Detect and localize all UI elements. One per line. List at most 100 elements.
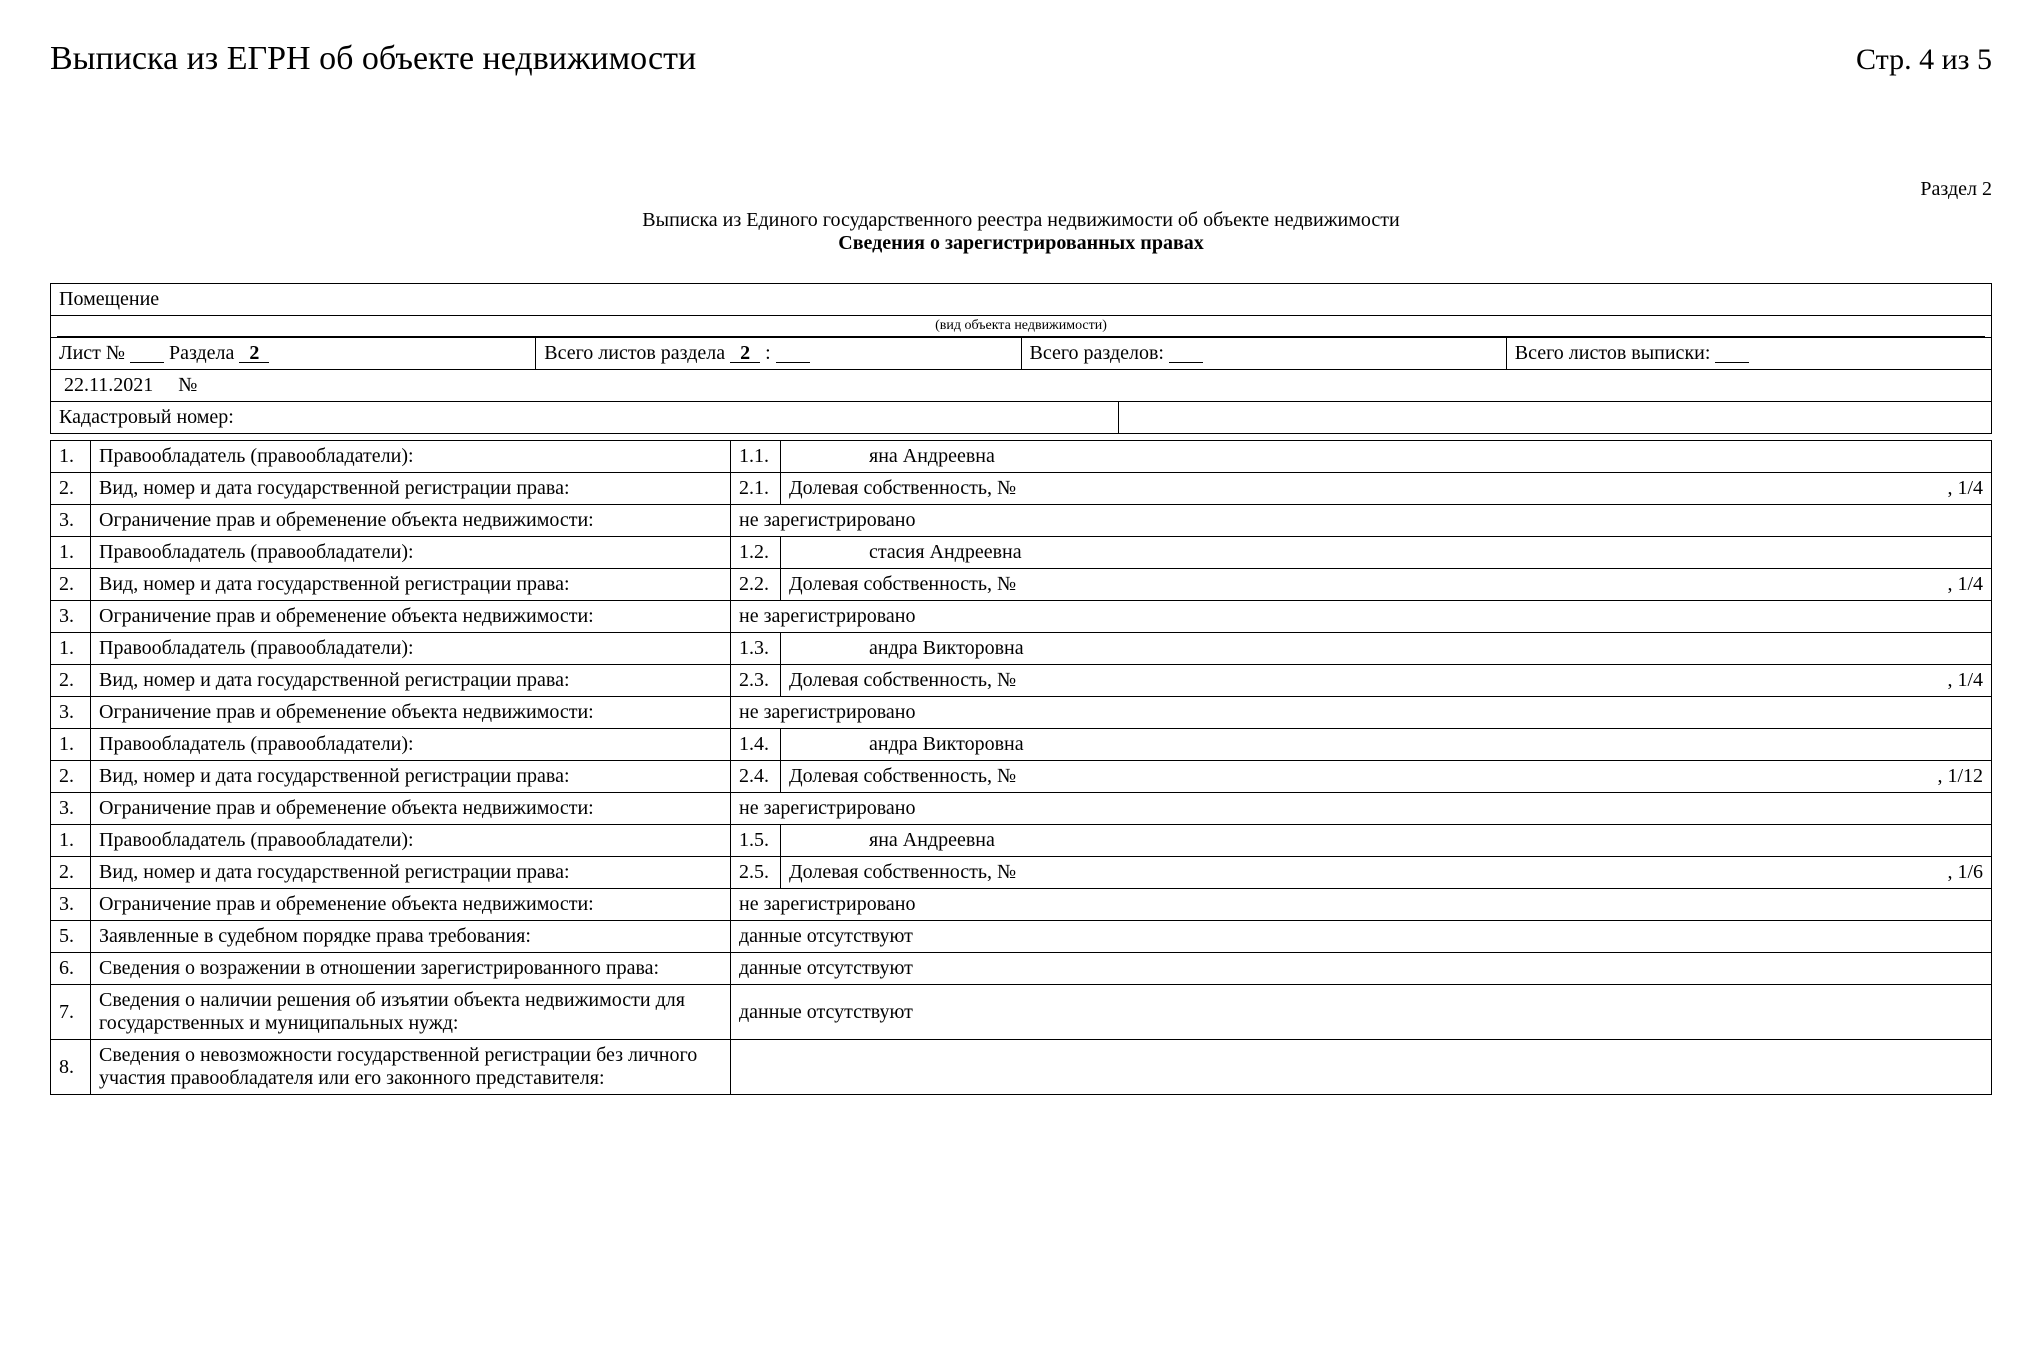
owner-label: Правообладатель (правообладатели): [91, 441, 731, 473]
subtitle-line-2: Сведения о зарегистрированных правах [50, 232, 1992, 255]
sheet-cell: Лист № Раздела 2 [51, 338, 536, 370]
owner-index: 1.1. [731, 441, 781, 473]
seizure-value: данные отсутствуют [731, 985, 1992, 1040]
row-num: 1. [51, 441, 91, 473]
owner-index: 1.2. [731, 537, 781, 569]
row-num: 2. [51, 761, 91, 793]
cadastral-label: Кадастровый номер: [51, 402, 1118, 433]
owner-name: андра Викторовна [869, 637, 1024, 659]
no-personal-reg-value [731, 1040, 1992, 1095]
objections-label: Сведения о возражении в отношении зареги… [91, 953, 731, 985]
row-num: 2. [51, 665, 91, 697]
row-num: 3. [51, 697, 91, 729]
cadastral-row: Кадастровый номер: [51, 402, 1992, 434]
share-value: , 1/4 [1947, 573, 1983, 596]
date-value: 22.11.2021 [64, 374, 153, 396]
registration-value: Долевая собственность, № , 1/6 [781, 857, 1992, 889]
total-razdel-cell: Всего разделов: [1021, 338, 1506, 370]
registration-label: Вид, номер и дата государственной регист… [91, 761, 731, 793]
owner-index: 1.5. [731, 825, 781, 857]
row-num: 1. [51, 537, 91, 569]
share-prefix: Долевая собственность, № [789, 861, 1016, 883]
row-num: 8. [51, 1040, 91, 1095]
share-value: , 1/4 [1947, 477, 1983, 500]
objections-value: данные отсутствуют [731, 953, 1992, 985]
restriction-label: Ограничение прав и обременение объекта н… [91, 889, 731, 921]
row-num: 2. [51, 473, 91, 505]
owner-name: яна Андреевна [869, 445, 995, 467]
row-num: 1. [51, 825, 91, 857]
row-num: 2. [51, 569, 91, 601]
owner-value: ________стасия Андреевна [781, 537, 1992, 569]
restriction-label: Ограничение прав и обременение объекта н… [91, 601, 731, 633]
registration-index: 2.2. [731, 569, 781, 601]
registration-label: Вид, номер и дата государственной регист… [91, 857, 731, 889]
owner-label: Правообладатель (правообладатели): [91, 537, 731, 569]
sheet-label: Лист № [59, 342, 125, 364]
owner-name: стасия Андреевна [869, 541, 1022, 563]
share-value: , 1/4 [1947, 669, 1983, 692]
total-sheets-razdel-value: 2 [730, 344, 760, 363]
restriction-label: Ограничение прав и обременение объекта н… [91, 505, 731, 537]
restriction-value: не зарегистрировано [731, 601, 1992, 633]
header-table: Помещение (вид объекта недвижимости) Лис… [50, 283, 1992, 434]
owner-name: яна Андреевна [869, 829, 995, 851]
row-num: 2. [51, 857, 91, 889]
owner-value: ________андра Викторовна [781, 729, 1992, 761]
restriction-value: не зарегистрировано [731, 505, 1992, 537]
registration-value: Долевая собственность, №, 1/4 [781, 665, 1992, 697]
share-prefix: Долевая собственность, № [789, 765, 1016, 787]
date-row: 22.11.2021 № [51, 370, 1992, 402]
document-title: Выписка из ЕГРН об объекте недвижимости [50, 40, 696, 78]
restriction-label: Ограничение прав и обременение объекта н… [91, 697, 731, 729]
registration-value: Долевая собственность, № , 1/12 [781, 761, 1992, 793]
row-num: 7. [51, 985, 91, 1040]
row-num: 3. [51, 793, 91, 825]
claims-label: Заявленные в судебном порядке права треб… [91, 921, 731, 953]
registration-label: Вид, номер и дата государственной регист… [91, 569, 731, 601]
owner-index: 1.3. [731, 633, 781, 665]
row-num: 5. [51, 921, 91, 953]
section-label: Раздел 2 [50, 178, 1992, 201]
subtitle-line-1: Выписка из Единого государственного реес… [50, 209, 1992, 232]
rights-table: 1.Правообладатель (правообладатели):1.1.… [50, 440, 1992, 1095]
share-value: , 1/6 [1947, 861, 1983, 884]
registration-label: Вид, номер и дата государственной регист… [91, 665, 731, 697]
row-num: 3. [51, 505, 91, 537]
restriction-value: не зарегистрировано [731, 889, 1992, 921]
number-sign: № [178, 374, 197, 396]
row-num: 1. [51, 729, 91, 761]
object-type-note: (вид объекта недвижимости) [57, 316, 1985, 336]
share-value: , 1/12 [1937, 765, 1983, 788]
restriction-value: не зарегистрировано [731, 697, 1992, 729]
registration-index: 2.1. [731, 473, 781, 505]
registration-index: 2.3. [731, 665, 781, 697]
owner-label: Правообладатель (правообладатели): [91, 825, 731, 857]
owner-value: ________андра Викторовна [781, 633, 1992, 665]
total-sheets-razdel-cell: Всего листов раздела 2 : [536, 338, 1021, 370]
row-num: 6. [51, 953, 91, 985]
owner-name: андра Викторовна [869, 733, 1024, 755]
page-number: Стр. 4 из 5 [1856, 43, 1992, 77]
owner-value: ________яна Андреевна [781, 825, 1992, 857]
total-sheets-razdel-blank [776, 344, 810, 363]
total-sheets-cell: Всего листов выписки: [1506, 338, 1991, 370]
seizure-label: Сведения о наличии решения об изъятии об… [91, 985, 731, 1040]
restriction-label: Ограничение прав и обременение объекта н… [91, 793, 731, 825]
registration-index: 2.4. [731, 761, 781, 793]
registration-value: Долевая собственность, № , 1/4 [781, 473, 1992, 505]
registration-label: Вид, номер и дата государственной регист… [91, 473, 731, 505]
object-type-note-cell: (вид объекта недвижимости) [51, 316, 1992, 338]
object-room: Помещение [51, 284, 1992, 316]
total-razdel-blank [1169, 344, 1203, 363]
row-num: 3. [51, 889, 91, 921]
restriction-value: не зарегистрировано [731, 793, 1992, 825]
cadastral-value [1118, 402, 1991, 433]
total-sheets-blank [1715, 344, 1749, 363]
sheet-blank [130, 344, 164, 363]
owner-value: ________яна Андреевна [781, 441, 1992, 473]
razdel-value: 2 [239, 344, 269, 363]
owner-label: Правообладатель (правообладатели): [91, 633, 731, 665]
share-prefix: Долевая собственность, № [789, 477, 1016, 499]
share-prefix: Долевая собственность, № [789, 573, 1016, 595]
